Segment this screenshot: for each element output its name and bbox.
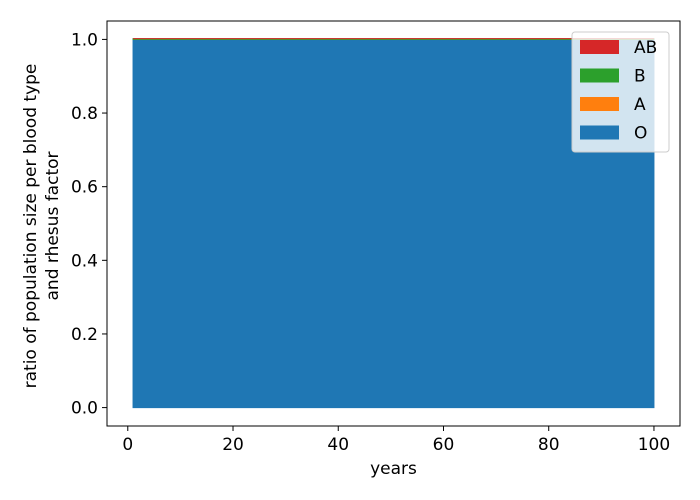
- legend-swatch-o: [580, 125, 619, 140]
- legend-label-o: O: [634, 124, 647, 144]
- x-tick-label: 20: [222, 435, 244, 455]
- y-tick-label: 0.0: [71, 399, 98, 419]
- legend-swatch-ab: [580, 40, 619, 54]
- x-tick-label: 100: [638, 435, 670, 455]
- y-axis-ticks: 0.0 0.2 0.4 0.6 0.8 1.0: [71, 30, 107, 419]
- y-tick-label: 0.6: [71, 178, 98, 198]
- y-axis-label-line-2: and rhesus factor: [43, 151, 63, 300]
- x-axis-ticks: 0 20 40 60 80 100: [122, 426, 670, 455]
- y-axis-label: ratio of population size per blood type …: [21, 64, 63, 389]
- y-axis-label-line-1: ratio of population size per blood type: [21, 64, 41, 389]
- y-tick-label: 0.4: [71, 251, 98, 271]
- plot-frame: [106, 20, 681, 427]
- legend-label-b: B: [634, 67, 646, 87]
- legend: AB BAO: [571, 31, 670, 153]
- legend-box: [571, 31, 670, 153]
- legend-swatch-b: [580, 68, 619, 83]
- x-axis-label: years: [370, 459, 417, 479]
- x-tick-label: 80: [538, 435, 560, 455]
- x-tick-label: 40: [327, 435, 349, 455]
- x-tick-label: 0: [122, 435, 133, 455]
- legend-swatch-a: [580, 97, 619, 111]
- y-tick-label: 0.8: [71, 104, 98, 124]
- legend-label-a: A: [634, 95, 646, 115]
- y-tick-label: 0.2: [71, 325, 98, 345]
- y-tick-label: 1.0: [71, 30, 98, 50]
- legend-label-ab: AB: [634, 38, 657, 58]
- x-tick-label: 60: [433, 435, 455, 455]
